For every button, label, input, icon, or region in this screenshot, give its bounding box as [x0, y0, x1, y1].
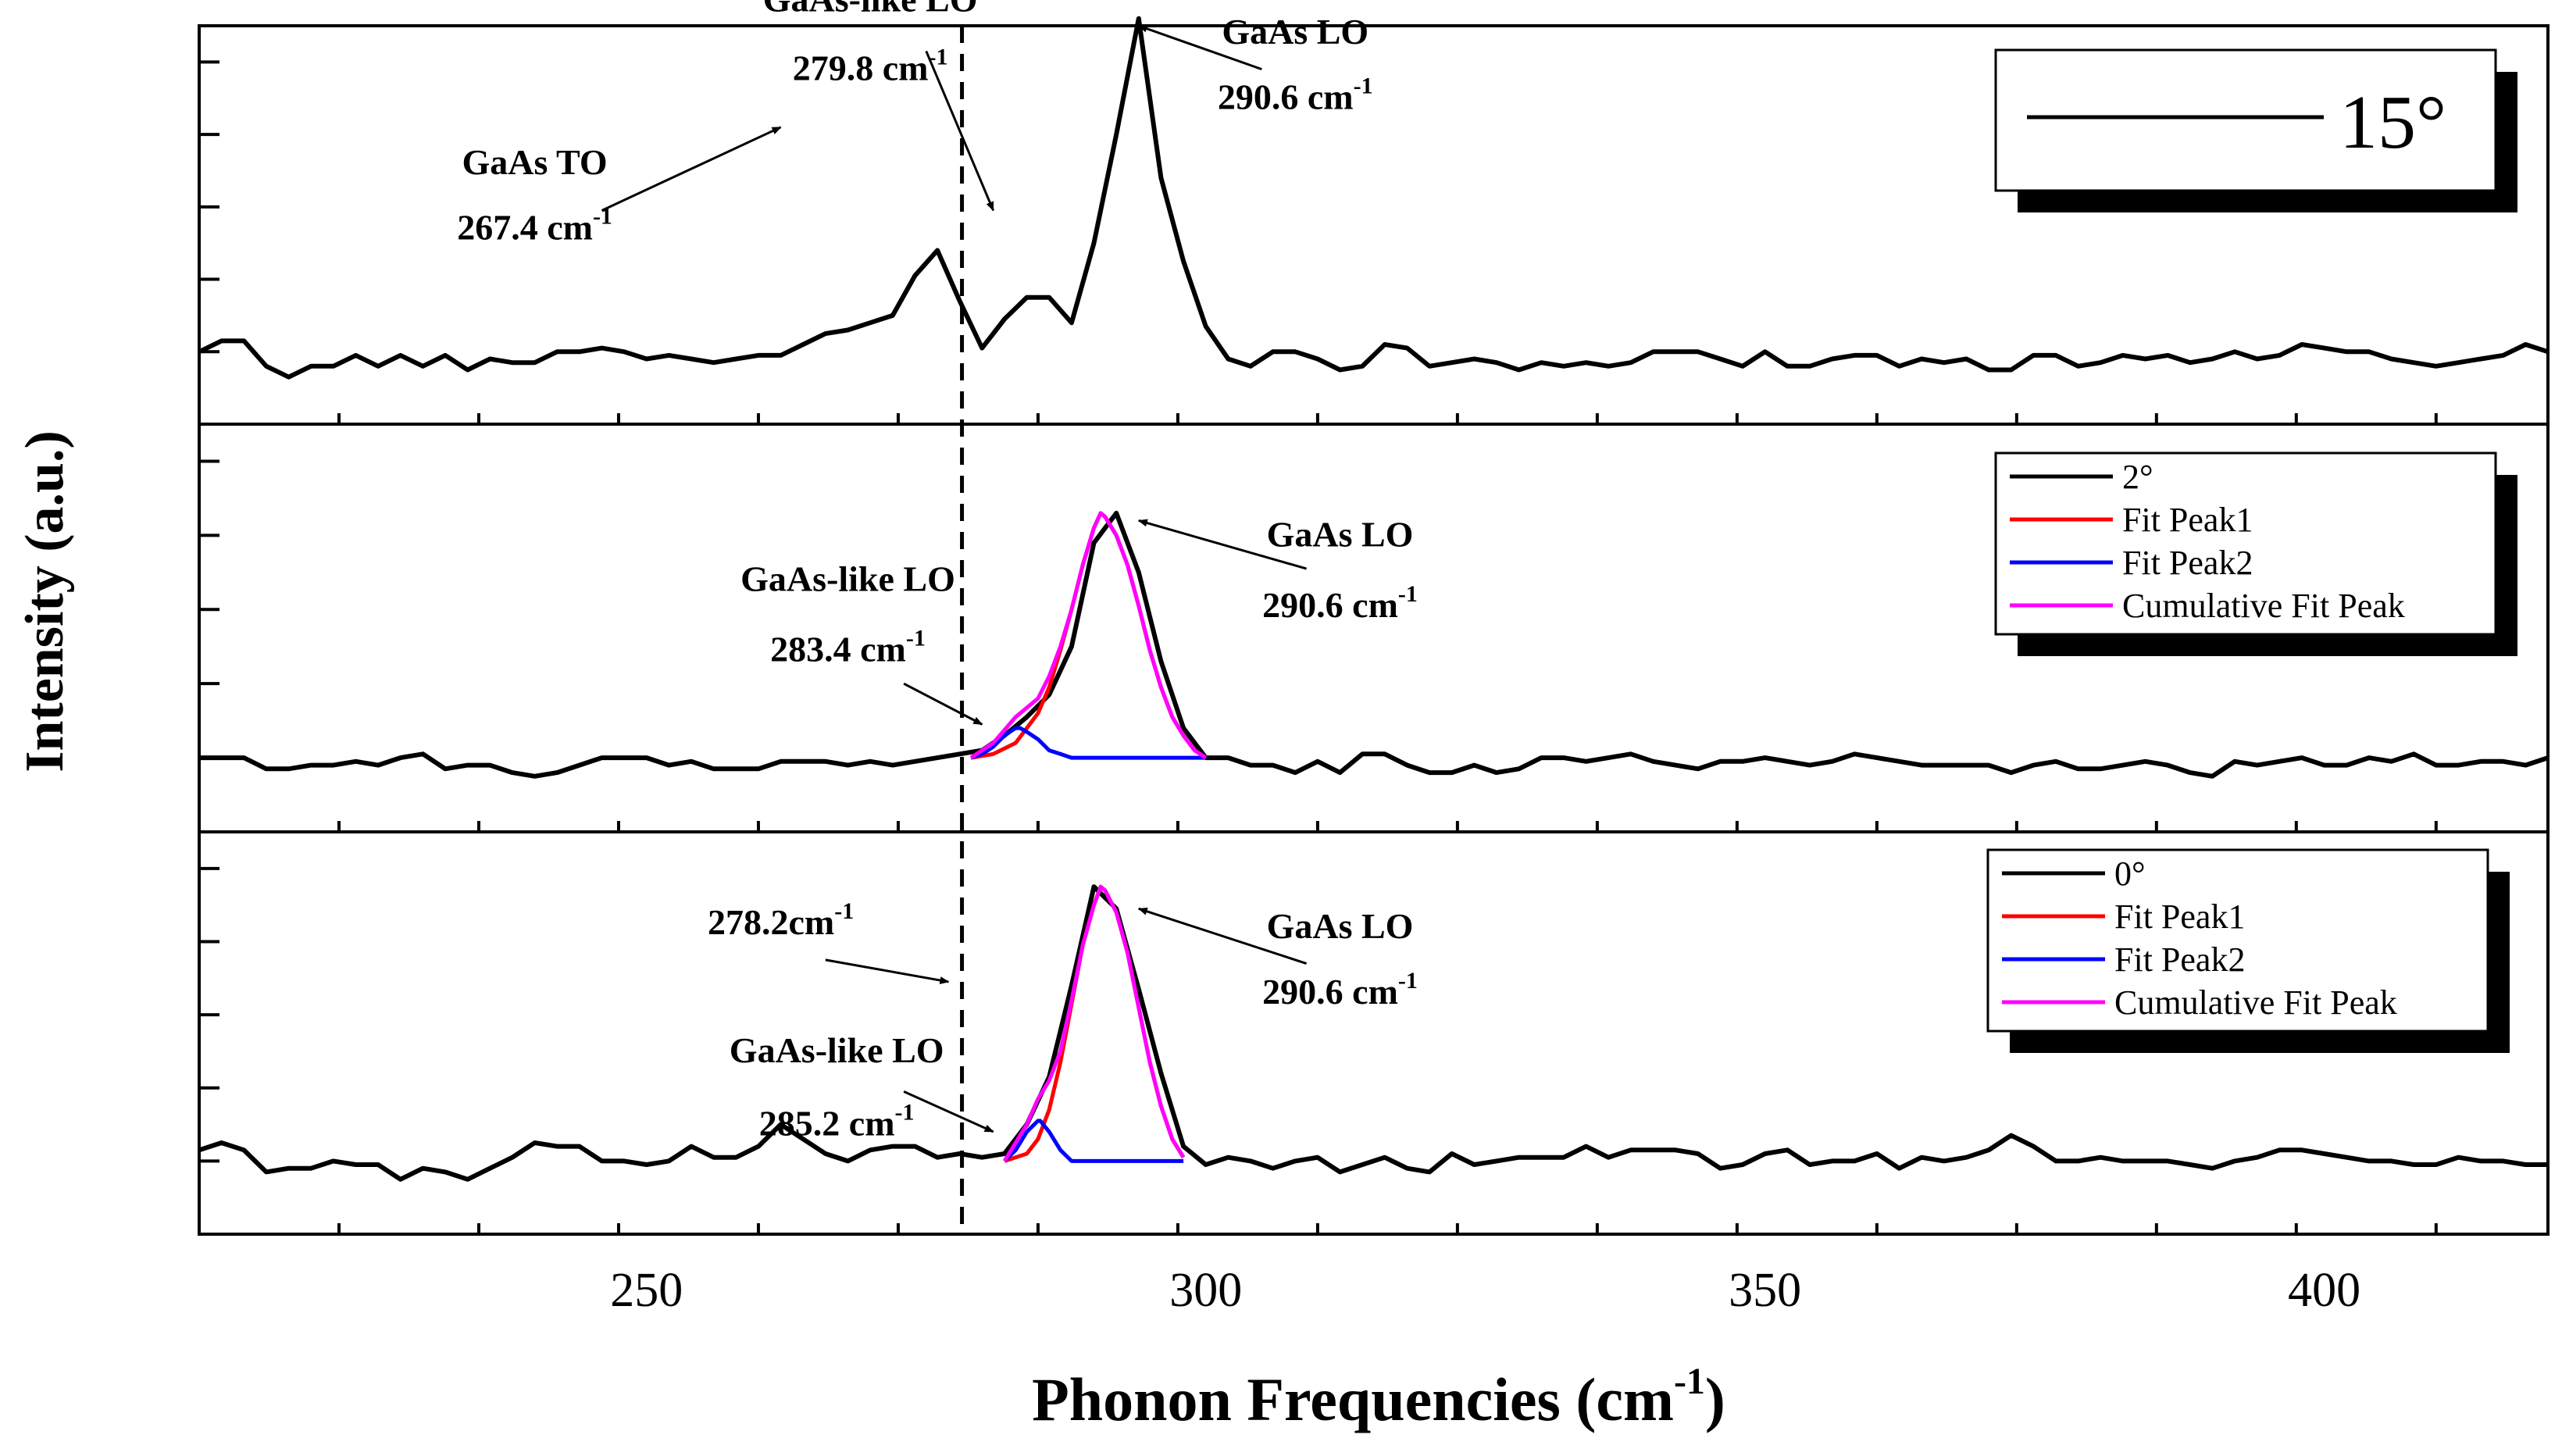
annotation-label: GaAs-like LO: [763, 0, 978, 19]
series-line-fit-peak2: [970, 726, 1206, 760]
legend-label: 0°: [2114, 855, 2146, 893]
x-tick-label: 350: [1729, 1264, 1801, 1317]
annotation: GaAs-like LO 285.2 cm-1: [730, 1030, 994, 1144]
x-tick-label: 250: [610, 1264, 683, 1317]
x-tick-label: 400: [2288, 1264, 2360, 1317]
annotation-label: GaAs-like LO: [740, 559, 955, 599]
annotation-text: 278.2cm: [708, 902, 834, 942]
annotation-text: 285.2 cm: [759, 1104, 895, 1144]
annotation-sup: -1: [1398, 581, 1418, 607]
annotation-text: 290.6 cm: [1262, 972, 1398, 1012]
annotation-text: 267.4 cm: [457, 208, 593, 248]
panel-0deg: 0° Fit Peak1 Fit Peak2 Cumulative Fit Peak: [198, 830, 2550, 1236]
series-line-0-: [198, 884, 2548, 1182]
x-axis-label: Phonon Frequencies (cm-1): [1032, 1361, 1725, 1433]
annotation-arrow: [903, 1090, 994, 1133]
series-line-2-: [199, 510, 2549, 779]
annotation-text: 290.6 cm: [1262, 585, 1398, 625]
panel-15deg: 15°: [198, 16, 2550, 426]
annotation-label: GaAs LO: [1267, 515, 1414, 555]
legend-label: 15°: [2339, 80, 2446, 165]
series-line-fit-peak2: [1003, 1119, 1184, 1163]
legend-label: Fit Peak1: [2122, 501, 2253, 539]
annotation-arrow: [1137, 907, 1308, 965]
annotation: GaAs-like LO 279.8 cm-1: [763, 0, 995, 212]
annotation-arrow: [1137, 519, 1307, 570]
legend-label: Cumulative Fit Peak: [2122, 587, 2405, 625]
panel-2deg: 2° Fit Peak1 Fit Peak2 Cumulative Fit Peak: [198, 423, 2550, 833]
y-axis-label: Intensity (a.u.): [15, 430, 75, 773]
annotation-sup: -1: [1354, 73, 1373, 99]
annotation-sup: -1: [895, 1100, 915, 1126]
annotation-arrow: [925, 50, 995, 212]
annotation-label: GaAs-like LO: [730, 1030, 944, 1070]
annotation-label: GaAs TO: [462, 142, 607, 182]
x-axis-label-main: Phonon Frequencies (cm: [1032, 1365, 1674, 1433]
annotation-label: GaAs LO: [1222, 12, 1368, 52]
annotation-label: 278.2cm-1: [708, 898, 854, 942]
annotation-text: 279.8 cm: [793, 48, 929, 88]
annotation-label: 279.8 cm-1: [793, 45, 948, 88]
annotation-label: GaAs LO: [1267, 906, 1414, 946]
annotation-text: 283.4 cm: [770, 630, 906, 669]
x-axis-label-sup: -1: [1674, 1361, 1705, 1402]
legend-label: Fit Peak2: [2122, 544, 2253, 582]
series-line-15-: [198, 16, 2549, 380]
annotation: GaAs-like LO 283.4 cm-1: [740, 559, 983, 726]
annotation-label: 290.6 cm-1: [1218, 73, 1373, 117]
annotation-label: 290.6 cm-1: [1262, 968, 1418, 1012]
legend-label: 2°: [2122, 458, 2153, 496]
annotation-arrow: [825, 958, 950, 984]
annotation-label: 283.4 cm-1: [770, 626, 926, 669]
annotation-sup: -1: [1398, 968, 1418, 994]
series-line-cumulative-fit-peak: [969, 511, 1208, 760]
panel-frame: [198, 830, 2550, 1236]
annotation: GaAs TO 267.4 cm-1: [457, 126, 782, 248]
legend-box: [1994, 48, 2497, 192]
annotation-arrow: [601, 126, 782, 212]
annotation-label: 290.6 cm-1: [1262, 581, 1418, 625]
legend-label: Fit Peak1: [2114, 898, 2245, 936]
series-line-cumulative-fit-peak: [1002, 884, 1186, 1162]
annotation: GaAs LO 290.6 cm-1: [1137, 515, 1418, 625]
annotation-label: 285.2 cm-1: [759, 1100, 915, 1144]
annotation-arrow: [903, 682, 983, 726]
legend-label: Cumulative Fit Peak: [2114, 983, 2397, 1022]
annotation-label: 267.4 cm-1: [457, 204, 612, 248]
legend-label: Fit Peak2: [2114, 940, 2245, 979]
annotation: 278.2cm-1: [708, 898, 950, 984]
annotation: GaAs LO 290.6 cm-1: [1137, 906, 1418, 1012]
annotation-arrow: [1137, 24, 1262, 71]
annotation-sup: -1: [906, 626, 926, 651]
x-tick-label: 300: [1169, 1264, 1242, 1317]
annotation-sup: -1: [834, 898, 854, 924]
annotation: GaAs LO 290.6 cm-1: [1137, 12, 1373, 117]
annotation-text: 290.6 cm: [1218, 77, 1354, 117]
x-axis-label-close: ): [1705, 1365, 1725, 1433]
